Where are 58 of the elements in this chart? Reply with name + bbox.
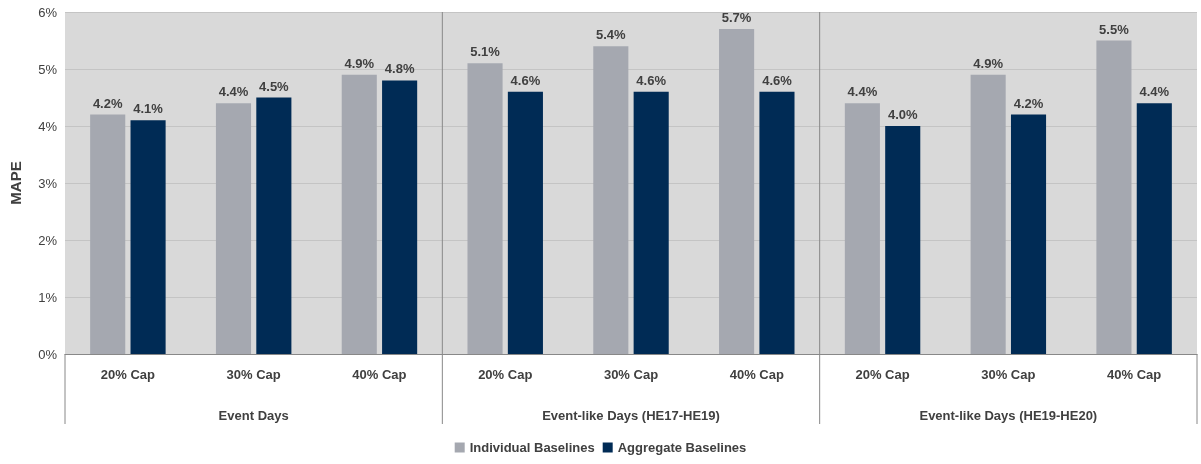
bar [1136,103,1172,354]
data-label: 5.4% [596,27,627,43]
y-tick-label: 1% [38,289,58,305]
bar [256,97,292,354]
x-tick-label: 40% Cap [1107,367,1162,382]
bar [759,91,795,354]
x-tick-label: 20% Cap [855,367,910,382]
data-label: 4.4% [1139,84,1170,100]
y-tick-label: 5% [38,61,58,77]
x-tick-label: 20% Cap [100,367,156,382]
data-label: 4.2% [1013,95,1044,111]
data-label: 4.6% [762,72,793,88]
data-label: 4.4% [218,84,249,100]
y-tick-label: 2% [38,232,58,248]
bar [719,29,755,354]
x-tick-label: 30% Cap [226,367,281,382]
text: Event-like Days (HE19-HE20) [919,408,1098,423]
data-label: 4.0% [887,107,918,122]
legend-label: Aggregate Baselines [617,440,747,455]
y-tick-label: 3% [38,175,58,191]
data-label: 4.8% [384,61,415,77]
y-axis-title: MAPE [7,161,24,205]
data-label: 4.4% [847,84,878,100]
bar [1096,40,1132,354]
data-label: 4.5% [259,78,290,94]
bar [970,74,1006,354]
y-tick-label: 0% [38,346,58,362]
x-tick-label: 40% Cap [729,367,784,382]
y-tick-label: 4% [38,118,58,134]
bar [844,103,880,354]
x-tick-label: 30% Cap [981,367,1036,382]
data-label: 4.9% [344,55,375,71]
bar [1010,114,1047,354]
data-label: 4.6% [636,72,667,88]
bar [341,74,377,354]
data-label: 5.1% [470,44,501,60]
bar [593,46,629,354]
data-label: 4.6% [510,72,541,88]
data-label: 5.5% [1099,21,1130,37]
bar [382,80,418,354]
data-label: 4.2% [92,95,123,111]
x-tick-label: 20% Cap [478,367,533,382]
data-label: 5.7% [721,10,752,26]
legend-label: Individual Baselines [469,440,595,455]
text: Event Days [218,408,289,423]
bar [885,126,921,354]
data-label: 4.1% [133,101,164,117]
bar [467,63,503,354]
bar [130,120,166,354]
bar [90,114,126,354]
data-label: 4.9% [973,55,1004,71]
x-tick-label: 40% Cap [352,367,407,382]
bar [633,91,669,354]
y-tick-label: 6% [38,4,58,20]
text: Event-like Days (HE17-HE19) [542,408,720,423]
x-tick-label: 30% Cap [603,367,659,382]
bar [215,103,252,354]
bar [507,91,543,354]
